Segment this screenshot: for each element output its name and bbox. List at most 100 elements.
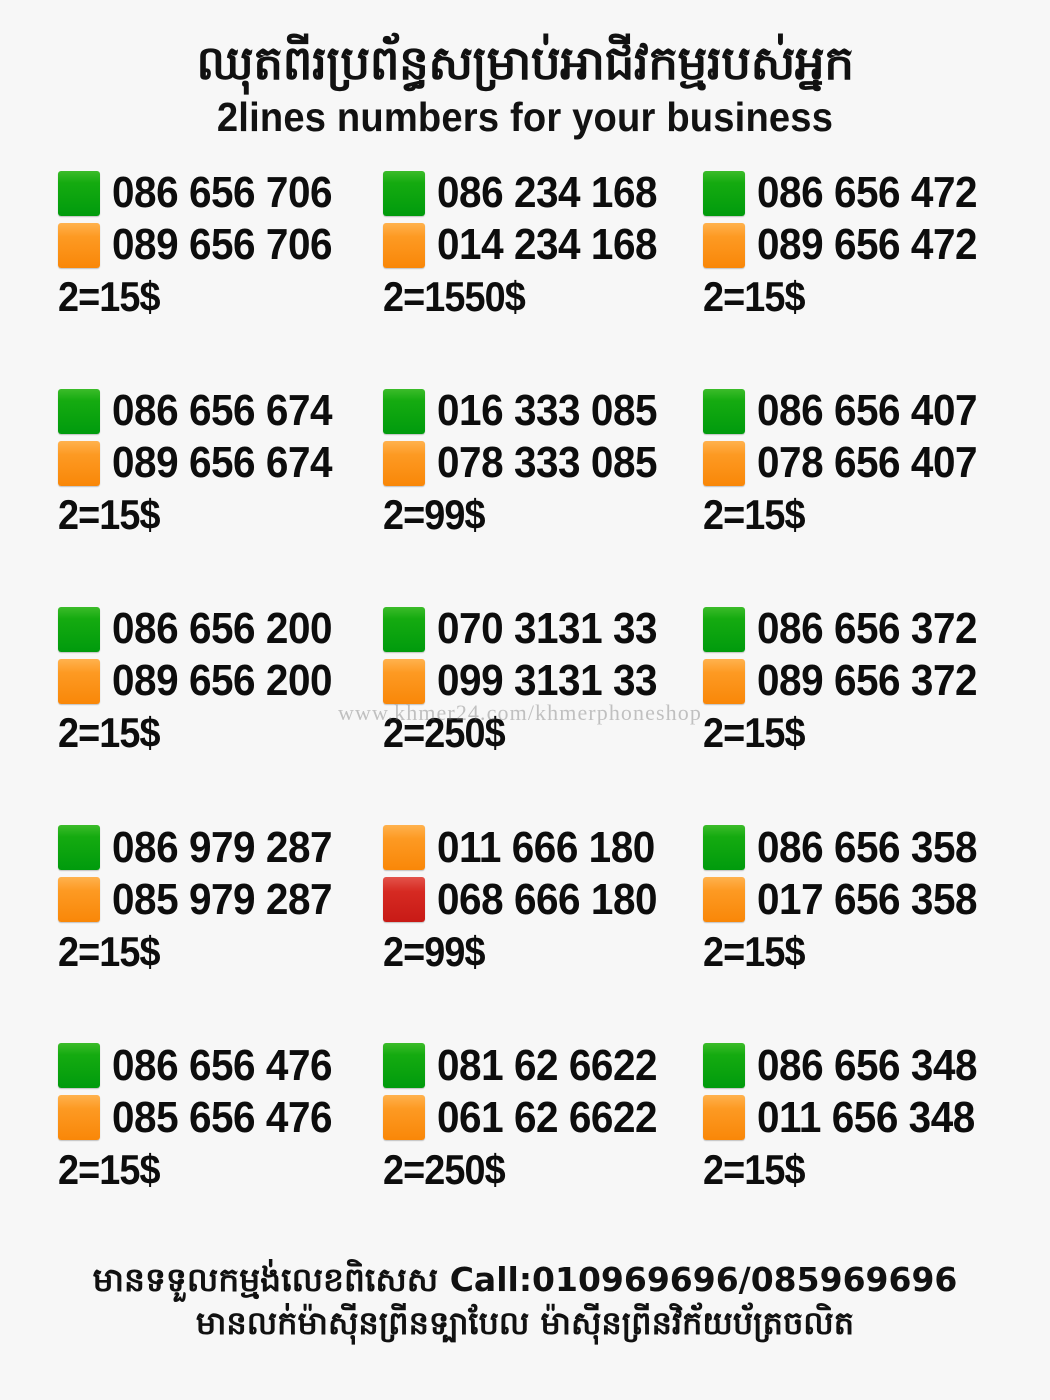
price-label: 2=15$ bbox=[58, 273, 161, 320]
color-swatch-orange-icon bbox=[703, 440, 745, 486]
color-swatch-green-icon bbox=[58, 388, 100, 434]
phone-number-primary: 070 3131 33 bbox=[437, 604, 658, 654]
color-swatch-orange-icon bbox=[383, 658, 425, 704]
number-line-primary: 086 979 287 bbox=[58, 822, 383, 874]
number-line-primary: 016 333 085 bbox=[383, 385, 703, 437]
number-listing-card[interactable]: 086 656 407 078 656 407 2=15$ bbox=[703, 385, 1048, 603]
color-swatch-orange-icon bbox=[383, 440, 425, 486]
number-line-secondary: 011 656 348 bbox=[703, 1092, 1048, 1144]
number-line-primary: 011 666 180 bbox=[383, 822, 703, 874]
color-swatch-orange-icon bbox=[383, 825, 425, 871]
number-listing-card[interactable]: 086 656 674 089 656 674 2=15$ bbox=[58, 385, 383, 603]
phone-number-secondary: 089 656 200 bbox=[112, 656, 333, 706]
number-line-primary: 086 656 407 bbox=[703, 385, 1048, 437]
color-swatch-green-icon bbox=[703, 170, 745, 216]
price-label: 2=15$ bbox=[703, 927, 806, 975]
phone-number-primary: 086 656 476 bbox=[112, 1040, 333, 1090]
phone-number-secondary: 078 656 407 bbox=[757, 438, 978, 488]
price-label: 2=99$ bbox=[383, 927, 486, 975]
phone-number-secondary: 089 656 706 bbox=[112, 220, 333, 269]
number-listing-card[interactable]: 011 666 180 068 666 180 2=99$ bbox=[383, 822, 703, 1040]
number-line-secondary: 089 656 200 bbox=[58, 655, 383, 707]
footer-contact-line: មានទទួលកម្មង់លេខពិសេស Call:010969696/085… bbox=[92, 1260, 958, 1300]
color-swatch-green-icon bbox=[383, 170, 425, 216]
phone-number-secondary: 089 656 372 bbox=[757, 656, 978, 706]
number-line-secondary: 014 234 168 bbox=[383, 219, 703, 271]
color-swatch-green-icon bbox=[703, 1043, 745, 1089]
number-listing-card[interactable]: 086 656 706 089 656 706 2=15$ bbox=[58, 167, 383, 385]
phone-number-primary: 086 656 407 bbox=[757, 386, 978, 436]
number-line-secondary: 078 333 085 bbox=[383, 437, 703, 489]
phone-number-primary: 086 656 706 bbox=[112, 168, 333, 217]
number-line-secondary: 099 3131 33 bbox=[383, 655, 703, 707]
number-line-primary: 086 656 372 bbox=[703, 603, 1048, 655]
color-swatch-red-icon bbox=[383, 877, 425, 923]
number-listing-card[interactable]: 086 656 476 085 656 476 2=15$ bbox=[58, 1040, 383, 1258]
color-swatch-orange-icon bbox=[58, 1095, 100, 1141]
phone-number-primary: 086 656 200 bbox=[112, 604, 333, 654]
phone-number-primary: 086 656 358 bbox=[757, 822, 978, 872]
color-swatch-orange-icon bbox=[703, 658, 745, 704]
number-listing-card[interactable]: 070 3131 33 099 3131 33 2=250$ bbox=[383, 603, 703, 821]
color-swatch-green-icon bbox=[58, 170, 100, 216]
color-swatch-green-icon bbox=[383, 606, 425, 652]
price-label: 2=250$ bbox=[383, 1145, 506, 1193]
number-line-primary: 086 234 168 bbox=[383, 167, 703, 219]
number-line-secondary: 017 656 358 bbox=[703, 874, 1048, 926]
number-line-primary: 086 656 674 bbox=[58, 385, 383, 437]
number-listing-card[interactable]: 086 656 358 017 656 358 2=15$ bbox=[703, 822, 1048, 1040]
number-line-primary: 086 656 472 bbox=[703, 167, 1048, 219]
price-label: 2=1550$ bbox=[383, 273, 526, 320]
color-swatch-orange-icon bbox=[703, 1095, 745, 1141]
color-swatch-green-icon bbox=[703, 388, 745, 434]
number-listing-card[interactable]: 081 62 6622 061 62 6622 2=250$ bbox=[383, 1040, 703, 1258]
number-line-primary: 086 656 358 bbox=[703, 822, 1048, 874]
number-listing-card[interactable]: 086 656 200 089 656 200 2=15$ bbox=[58, 603, 383, 821]
phone-number-secondary: 011 656 348 bbox=[757, 1092, 975, 1142]
footer-services-line: មានលក់ម៉ាស៊ីនព្រីនទ្បាបែល ម៉ាស៊ីនព្រីនវិ… bbox=[195, 1303, 855, 1342]
phone-number-primary: 086 656 674 bbox=[112, 386, 333, 436]
number-line-primary: 086 656 476 bbox=[58, 1040, 383, 1092]
phone-number-secondary: 089 656 472 bbox=[757, 220, 978, 269]
number-listing-card[interactable]: 086 656 472 089 656 472 2=15$ bbox=[703, 167, 1048, 385]
color-swatch-green-icon bbox=[58, 825, 100, 871]
number-line-primary: 086 656 706 bbox=[58, 167, 383, 219]
color-swatch-green-icon bbox=[58, 1043, 100, 1089]
page-title-khmer: ឈុតពីរប្រព័ន្ធសម្រាប់អាជីវកម្មរបស់អ្នក bbox=[196, 36, 854, 91]
color-swatch-green-icon bbox=[703, 606, 745, 652]
price-label: 2=15$ bbox=[703, 709, 806, 757]
phone-number-primary: 086 979 287 bbox=[112, 822, 333, 872]
price-label: 2=15$ bbox=[703, 491, 806, 539]
phone-number-secondary: 099 3131 33 bbox=[437, 656, 658, 706]
phone-number-primary: 086 656 372 bbox=[757, 604, 978, 654]
price-label: 2=15$ bbox=[58, 927, 161, 975]
number-line-secondary: 078 656 407 bbox=[703, 437, 1048, 489]
number-line-secondary: 085 656 476 bbox=[58, 1092, 383, 1144]
poster-header: ឈុតពីរប្រព័ន្ធសម្រាប់អាជីវកម្មរបស់អ្នក 2… bbox=[0, 0, 1050, 141]
color-swatch-orange-icon bbox=[383, 222, 425, 268]
price-label: 2=250$ bbox=[383, 709, 506, 757]
number-listing-card[interactable]: 016 333 085 078 333 085 2=99$ bbox=[383, 385, 703, 603]
price-label: 2=15$ bbox=[58, 491, 161, 539]
phone-number-primary: 081 62 6622 bbox=[437, 1040, 658, 1090]
page-title-english: 2lines numbers for your business bbox=[216, 93, 834, 140]
number-line-secondary: 089 656 674 bbox=[58, 437, 383, 489]
price-label: 2=15$ bbox=[703, 273, 806, 320]
price-label: 2=99$ bbox=[383, 491, 486, 539]
number-listing-card[interactable]: 086 656 348 011 656 348 2=15$ bbox=[703, 1040, 1048, 1258]
phone-number-primary: 016 333 085 bbox=[437, 386, 658, 436]
number-line-secondary: 085 979 287 bbox=[58, 874, 383, 926]
phone-number-secondary: 068 666 180 bbox=[437, 874, 658, 924]
number-listing-card[interactable]: 086 234 168 014 234 168 2=1550$ bbox=[383, 167, 703, 385]
number-listing-card[interactable]: 086 656 372 089 656 372 2=15$ bbox=[703, 603, 1048, 821]
color-swatch-orange-icon bbox=[58, 222, 100, 268]
color-swatch-orange-icon bbox=[703, 877, 745, 923]
number-listing-card[interactable]: 086 979 287 085 979 287 2=15$ bbox=[58, 822, 383, 1040]
color-swatch-green-icon bbox=[703, 825, 745, 871]
poster-footer: មានទទួលកម្មង់លេខពិសេស Call:010969696/085… bbox=[0, 1258, 1050, 1400]
number-line-secondary: 089 656 372 bbox=[703, 655, 1048, 707]
number-line-secondary: 061 62 6622 bbox=[383, 1092, 703, 1144]
phone-number-primary: 011 666 180 bbox=[437, 822, 655, 872]
phone-number-secondary: 085 979 287 bbox=[112, 874, 333, 924]
phone-number-primary: 086 656 348 bbox=[757, 1040, 978, 1090]
